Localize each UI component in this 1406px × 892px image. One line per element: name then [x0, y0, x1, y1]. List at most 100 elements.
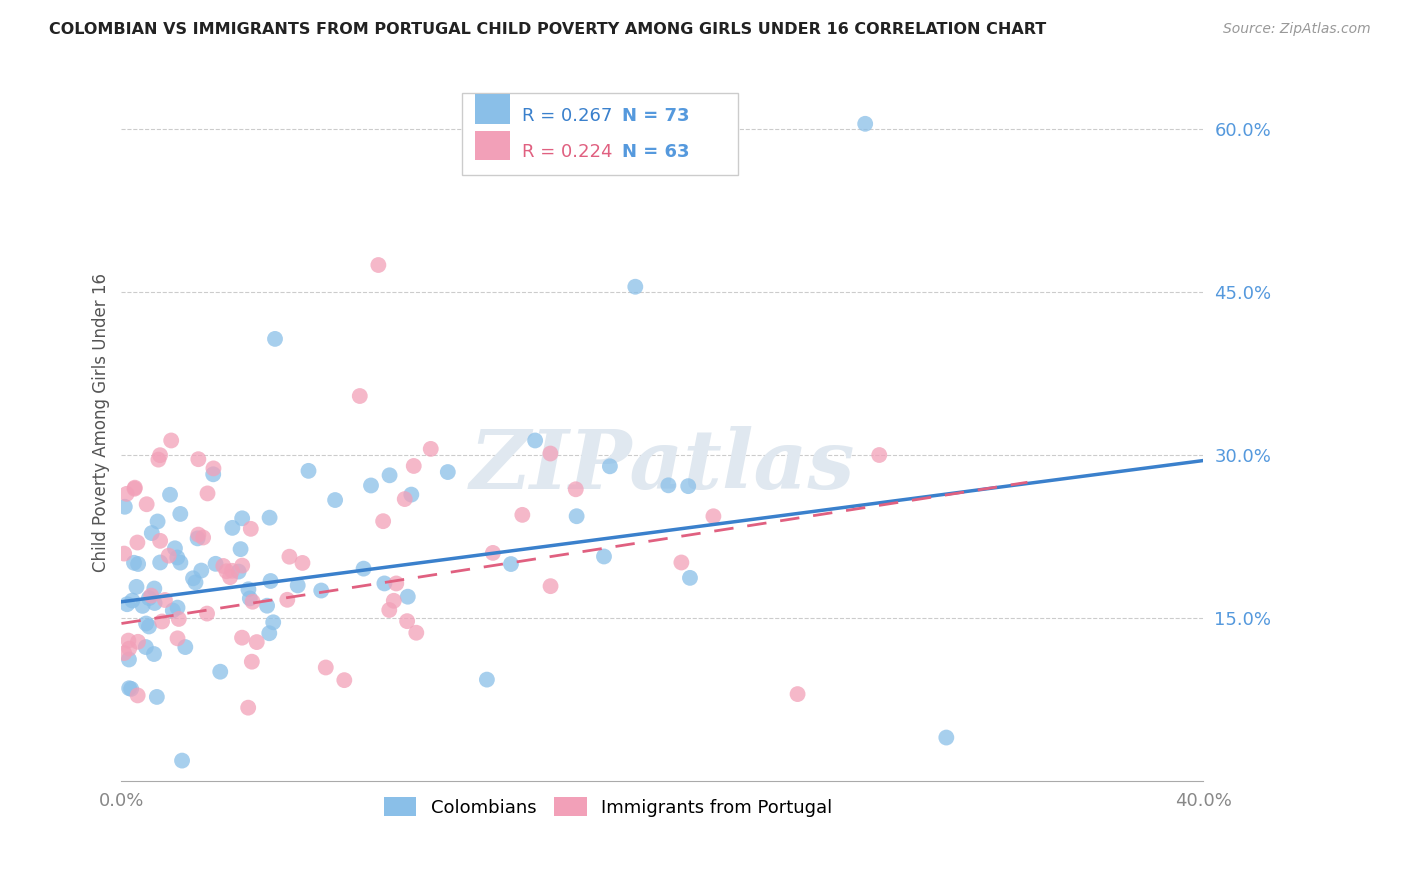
Point — [353, 561, 375, 575]
Point — [333, 673, 356, 687]
Point — [150, 615, 173, 629]
Point — [786, 687, 808, 701]
Point — [382, 594, 405, 608]
FancyBboxPatch shape — [463, 93, 738, 175]
Point — [676, 479, 699, 493]
Point — [239, 522, 262, 536]
Point — [228, 565, 250, 579]
Point — [853, 117, 876, 131]
Point — [127, 557, 149, 571]
Point — [239, 591, 262, 606]
Point — [436, 465, 458, 479]
Point — [373, 514, 395, 528]
Point — [276, 592, 298, 607]
Point — [475, 673, 498, 687]
Point — [138, 619, 160, 633]
Point — [240, 655, 263, 669]
Point — [212, 558, 235, 573]
Point — [524, 434, 547, 448]
Point — [538, 446, 561, 460]
Point — [657, 478, 679, 492]
Point — [256, 599, 278, 613]
Point — [135, 497, 157, 511]
Point — [167, 612, 190, 626]
Point — [402, 458, 425, 473]
Point — [187, 452, 209, 467]
Point — [231, 631, 253, 645]
Point — [215, 564, 238, 578]
Point — [163, 541, 186, 556]
Point — [702, 509, 724, 524]
Point — [679, 571, 702, 585]
Point — [118, 652, 141, 666]
Point — [157, 549, 180, 563]
Point — [170, 754, 193, 768]
Point — [195, 607, 218, 621]
Point — [219, 570, 242, 584]
Point — [153, 593, 176, 607]
Point — [149, 448, 172, 462]
Point — [127, 689, 149, 703]
Point — [117, 633, 139, 648]
Point — [135, 616, 157, 631]
Point — [221, 521, 243, 535]
Point — [259, 626, 281, 640]
Point — [184, 575, 207, 590]
Point — [624, 279, 647, 293]
Point — [378, 603, 401, 617]
Point — [191, 531, 214, 545]
Point — [499, 557, 522, 571]
Point — [118, 681, 141, 696]
Point — [242, 595, 264, 609]
Point — [121, 593, 143, 607]
Point — [238, 700, 260, 714]
Point — [187, 527, 209, 541]
Point — [141, 589, 163, 603]
Point — [565, 509, 588, 524]
Point — [169, 556, 191, 570]
Point — [264, 332, 287, 346]
Point — [166, 600, 188, 615]
Point — [146, 690, 169, 704]
Text: ZIPatlas: ZIPatlas — [470, 425, 855, 506]
Point — [118, 641, 141, 656]
Text: R = 0.224: R = 0.224 — [522, 143, 612, 161]
Point — [166, 632, 188, 646]
Point — [204, 557, 226, 571]
Point — [309, 583, 332, 598]
Point — [159, 488, 181, 502]
Point — [540, 579, 562, 593]
Y-axis label: Child Poverty Among Girls Under 16: Child Poverty Among Girls Under 16 — [93, 273, 110, 572]
Point — [512, 508, 534, 522]
Point — [197, 486, 219, 500]
Point — [209, 665, 232, 679]
Point — [122, 556, 145, 570]
Point — [124, 481, 146, 495]
Point — [187, 532, 209, 546]
Text: COLOMBIAN VS IMMIGRANTS FROM PORTUGAL CHILD POVERTY AMONG GIRLS UNDER 16 CORRELA: COLOMBIAN VS IMMIGRANTS FROM PORTUGAL CH… — [49, 22, 1046, 37]
Point — [120, 681, 142, 696]
Point — [115, 597, 138, 611]
Point — [174, 640, 197, 654]
Point — [112, 646, 135, 660]
Point — [202, 467, 225, 482]
Point — [231, 511, 253, 525]
FancyBboxPatch shape — [475, 130, 510, 161]
Point — [149, 533, 172, 548]
Point — [221, 564, 243, 578]
Point — [419, 442, 441, 456]
Point — [246, 635, 269, 649]
Point — [565, 483, 588, 497]
Point — [148, 452, 170, 467]
Point — [146, 515, 169, 529]
Point — [138, 591, 160, 606]
Point — [127, 635, 149, 649]
Point — [278, 549, 301, 564]
Point — [229, 542, 252, 557]
Point — [143, 582, 166, 596]
Point — [166, 550, 188, 565]
Point — [401, 487, 423, 501]
Point — [127, 535, 149, 549]
Point — [135, 640, 157, 654]
Point — [323, 493, 346, 508]
